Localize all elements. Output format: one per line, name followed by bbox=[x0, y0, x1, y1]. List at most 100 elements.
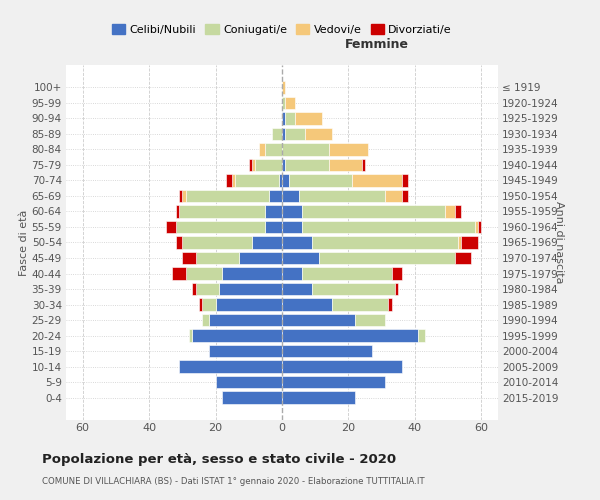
Bar bbox=[179, 360, 282, 373]
Bar bbox=[355, 314, 385, 326]
Bar bbox=[176, 205, 179, 218]
Bar bbox=[232, 174, 235, 187]
Bar bbox=[401, 190, 408, 202]
Bar bbox=[461, 236, 478, 249]
Bar bbox=[475, 220, 478, 234]
Bar bbox=[282, 220, 302, 234]
Bar bbox=[222, 391, 282, 404]
Bar bbox=[278, 174, 282, 187]
Bar bbox=[166, 220, 176, 234]
Bar bbox=[418, 329, 425, 342]
Bar bbox=[282, 174, 289, 187]
Bar bbox=[282, 158, 286, 172]
Bar bbox=[265, 143, 282, 156]
Bar bbox=[215, 298, 282, 311]
Bar bbox=[282, 298, 332, 311]
Bar bbox=[295, 112, 322, 125]
Bar bbox=[282, 143, 329, 156]
Bar bbox=[282, 236, 312, 249]
Bar bbox=[282, 391, 355, 404]
Bar bbox=[289, 174, 352, 187]
Bar bbox=[182, 236, 252, 249]
Bar bbox=[256, 158, 282, 172]
Bar bbox=[196, 252, 239, 264]
Bar bbox=[239, 252, 282, 264]
Bar bbox=[222, 267, 282, 280]
Bar bbox=[282, 252, 319, 264]
Text: COMUNE DI VILLACHIARA (BS) - Dati ISTAT 1° gennaio 2020 - Elaborazione TUTTITALI: COMUNE DI VILLACHIARA (BS) - Dati ISTAT … bbox=[42, 478, 425, 486]
Bar bbox=[282, 314, 355, 326]
Bar bbox=[445, 205, 455, 218]
Bar bbox=[388, 298, 392, 311]
Bar bbox=[259, 143, 265, 156]
Bar bbox=[282, 190, 299, 202]
Bar bbox=[176, 220, 265, 234]
Bar bbox=[385, 190, 401, 202]
Y-axis label: Anni di nascita: Anni di nascita bbox=[554, 201, 565, 284]
Y-axis label: Fasce di età: Fasce di età bbox=[19, 210, 29, 276]
Bar bbox=[282, 376, 385, 388]
Bar bbox=[215, 376, 282, 388]
Bar bbox=[199, 298, 202, 311]
Bar bbox=[265, 205, 282, 218]
Bar bbox=[182, 252, 196, 264]
Bar bbox=[202, 298, 215, 311]
Bar bbox=[302, 267, 392, 280]
Bar bbox=[189, 329, 192, 342]
Bar bbox=[172, 267, 185, 280]
Bar bbox=[305, 128, 332, 140]
Bar bbox=[265, 220, 282, 234]
Bar bbox=[455, 252, 472, 264]
Bar bbox=[312, 282, 395, 296]
Bar bbox=[392, 267, 401, 280]
Bar bbox=[235, 174, 278, 187]
Bar bbox=[282, 96, 286, 110]
Bar bbox=[176, 236, 182, 249]
Bar bbox=[352, 174, 401, 187]
Bar bbox=[209, 314, 282, 326]
Bar bbox=[272, 128, 282, 140]
Bar bbox=[192, 282, 196, 296]
Bar bbox=[329, 143, 368, 156]
Bar bbox=[282, 128, 286, 140]
Bar bbox=[252, 158, 256, 172]
Bar bbox=[282, 360, 401, 373]
Legend: Celibi/Nubili, Coniugati/e, Vedovi/e, Divorziati/e: Celibi/Nubili, Coniugati/e, Vedovi/e, Di… bbox=[112, 24, 452, 35]
Bar bbox=[319, 252, 455, 264]
Bar bbox=[286, 96, 295, 110]
Bar bbox=[286, 128, 305, 140]
Bar bbox=[401, 174, 408, 187]
Bar bbox=[179, 205, 265, 218]
Bar bbox=[329, 158, 362, 172]
Bar bbox=[252, 236, 282, 249]
Bar bbox=[312, 236, 458, 249]
Bar bbox=[302, 220, 475, 234]
Bar bbox=[192, 329, 282, 342]
Bar bbox=[455, 205, 461, 218]
Bar bbox=[282, 329, 418, 342]
Bar bbox=[202, 314, 209, 326]
Bar bbox=[332, 298, 388, 311]
Bar bbox=[226, 174, 232, 187]
Bar bbox=[282, 282, 312, 296]
Bar bbox=[219, 282, 282, 296]
Bar bbox=[282, 344, 372, 358]
Bar bbox=[458, 236, 461, 249]
Bar bbox=[286, 158, 329, 172]
Bar bbox=[282, 267, 302, 280]
Bar bbox=[282, 112, 286, 125]
Bar bbox=[286, 112, 295, 125]
Bar bbox=[249, 158, 252, 172]
Bar bbox=[282, 81, 286, 94]
Bar bbox=[179, 190, 182, 202]
Bar bbox=[209, 344, 282, 358]
Bar bbox=[299, 190, 385, 202]
Text: Popolazione per età, sesso e stato civile - 2020: Popolazione per età, sesso e stato civil… bbox=[42, 452, 396, 466]
Bar bbox=[182, 190, 185, 202]
Bar bbox=[395, 282, 398, 296]
Bar bbox=[185, 190, 269, 202]
Bar bbox=[362, 158, 365, 172]
Bar bbox=[185, 267, 222, 280]
Text: Femmine: Femmine bbox=[345, 38, 409, 51]
Bar bbox=[282, 205, 302, 218]
